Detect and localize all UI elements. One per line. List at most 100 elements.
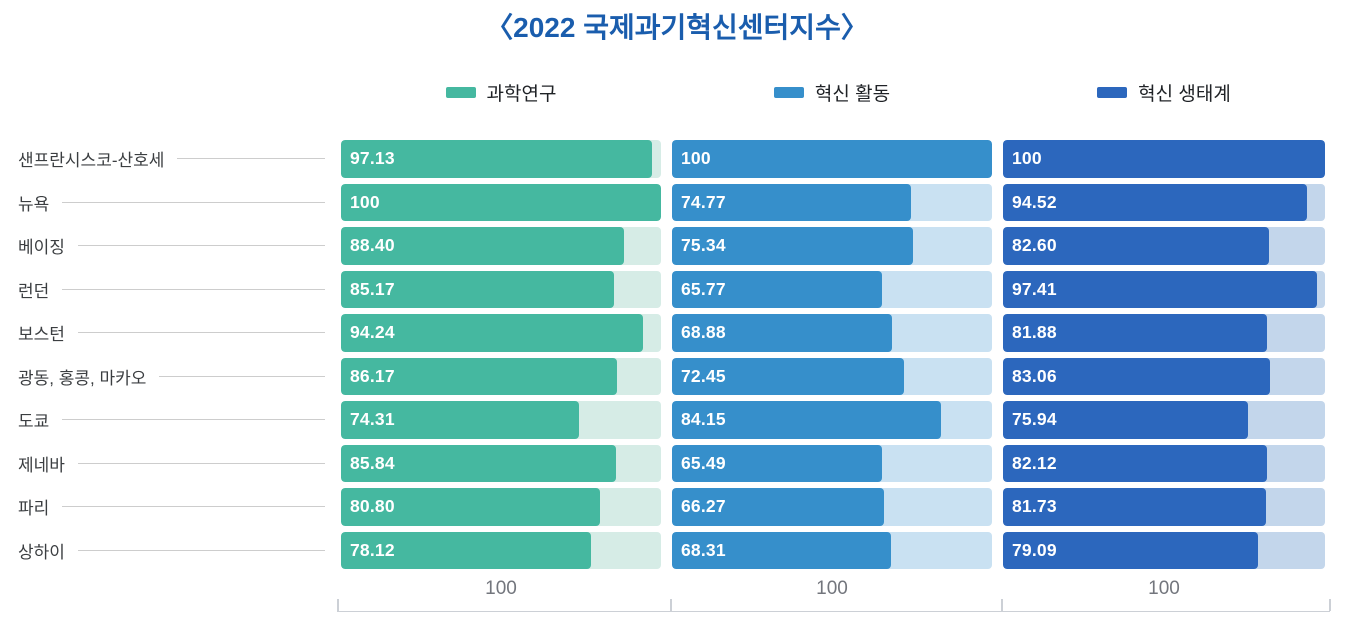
category-label: 런던: [18, 281, 50, 301]
legend-swatch-icon: [445, 86, 476, 98]
bar: 86.17: [341, 357, 617, 395]
category-label-cell: 제네바: [18, 445, 330, 483]
category-label: 광동, 홍콩, 마카오: [18, 368, 147, 388]
leader-line: [77, 549, 325, 551]
bar-track: 78.12: [341, 531, 661, 569]
legend-swatch-icon: [773, 86, 804, 98]
category-label: 도쿄: [18, 412, 50, 432]
bar-track: 97.13: [341, 140, 661, 178]
bar: 100: [341, 183, 661, 221]
bar: 94.24: [341, 314, 643, 352]
category-label: 제네바: [18, 455, 65, 475]
category-label: 보스턴: [18, 325, 65, 345]
bar: 82.60: [1003, 227, 1269, 265]
bar-track: 68.88: [672, 314, 992, 352]
bar-track: 88.40: [341, 227, 661, 265]
bar-track: 65.49: [672, 444, 992, 482]
category-label: 뉴욕: [18, 194, 50, 214]
bar-value-label: 97.13: [350, 148, 395, 169]
chart-title: 〈2022 국제과기혁신센터지수〉: [485, 12, 869, 43]
bar: 100: [672, 140, 992, 178]
legend-item: 혁신 활동: [672, 76, 992, 108]
bar: 75.34: [672, 227, 914, 265]
category-label-cell: 샌프란시스코-산호세: [18, 140, 330, 178]
axis-tick-label: 100: [485, 578, 517, 599]
category-label-cell: 보스턴: [18, 314, 330, 352]
bar-value-label: 100: [681, 148, 711, 169]
leader-line: [62, 506, 325, 508]
legend-item: 혁신 생태계: [1003, 76, 1325, 108]
bar-value-label: 84.15: [681, 409, 726, 430]
bar: 68.31: [672, 531, 891, 569]
bar-track: 74.31: [341, 401, 661, 439]
bar: 81.88: [1003, 314, 1267, 352]
axis-baseline: [337, 599, 1330, 612]
bar-track: 66.27: [672, 488, 992, 526]
bar-value-label: 82.60: [1012, 235, 1057, 256]
bar: 66.27: [672, 488, 885, 526]
leader-line: [62, 419, 325, 421]
bar-track: 83.06: [1003, 357, 1325, 395]
bar-value-label: 85.84: [350, 452, 395, 473]
leader-line: [62, 201, 325, 203]
legend-item: 과학연구: [341, 76, 661, 108]
bar-track: 94.24: [341, 314, 661, 352]
bar-value-label: 85.17: [350, 278, 395, 299]
axis-tick: [1329, 599, 1331, 611]
bar-value-label: 83.06: [1012, 365, 1057, 386]
bar: 85.84: [341, 444, 616, 482]
bar-track: 74.77: [672, 183, 992, 221]
category-label: 파리: [18, 499, 50, 519]
bar-value-label: 86.17: [350, 365, 395, 386]
bar-value-label: 68.88: [681, 322, 726, 343]
bar: 88.40: [341, 227, 624, 265]
bar-track: 85.17: [341, 270, 661, 308]
bar-track: 82.60: [1003, 227, 1325, 265]
bar: 74.77: [672, 183, 912, 221]
bar-value-label: 78.12: [350, 539, 395, 560]
bar-value-label: 65.77: [681, 278, 726, 299]
axis-tick: [670, 599, 672, 611]
bar-value-label: 75.34: [681, 235, 726, 256]
bar: 83.06: [1003, 357, 1271, 395]
bar: 74.31: [341, 401, 579, 439]
category-label-cell: 베이징: [18, 227, 330, 265]
category-label-cell: 런던: [18, 271, 330, 309]
bar-track: 82.12: [1003, 444, 1325, 482]
bar: 100: [1003, 140, 1325, 178]
bar-track: 81.73: [1003, 488, 1325, 526]
bar-track: 97.41: [1003, 270, 1325, 308]
category-label-cell: 뉴욕: [18, 184, 330, 222]
chart-rows: 샌프란시스코-산호세 97.13 100 100 뉴욕 100 74.77 94.52 베이징 8…: [18, 140, 1325, 569]
category-label-cell: 파리: [18, 488, 330, 526]
bar-track: 80.80: [341, 488, 661, 526]
bar-value-label: 81.73: [1012, 496, 1057, 517]
bar-track: 94.52: [1003, 183, 1325, 221]
legend-label: 혁신 생태계: [1138, 83, 1231, 105]
leader-line: [159, 375, 325, 377]
bar-track: 75.94: [1003, 401, 1325, 439]
bar-value-label: 82.12: [1012, 452, 1057, 473]
bar-value-label: 74.77: [681, 191, 726, 212]
bar-value-label: 94.52: [1012, 191, 1057, 212]
bar: 80.80: [341, 488, 600, 526]
bar: 75.94: [1003, 401, 1248, 439]
legend-label: 혁신 활동: [814, 83, 891, 105]
bar-track: 68.31: [672, 531, 992, 569]
bar-value-label: 100: [1012, 148, 1042, 169]
bar-value-label: 97.41: [1012, 278, 1057, 299]
bar-track: 72.45: [672, 357, 992, 395]
category-label: 상하이: [18, 542, 65, 562]
bar-track: 100: [341, 183, 661, 221]
bar-value-label: 68.31: [681, 539, 726, 560]
bar: 65.77: [672, 270, 883, 308]
bar-value-label: 79.09: [1012, 539, 1057, 560]
leader-line: [177, 158, 325, 160]
bar-value-label: 88.40: [350, 235, 395, 256]
legend-swatch-icon: [1097, 86, 1128, 98]
leader-line: [62, 288, 325, 290]
bar: 72.45: [672, 357, 904, 395]
bar: 94.52: [1003, 183, 1308, 221]
bar-value-label: 72.45: [681, 365, 726, 386]
